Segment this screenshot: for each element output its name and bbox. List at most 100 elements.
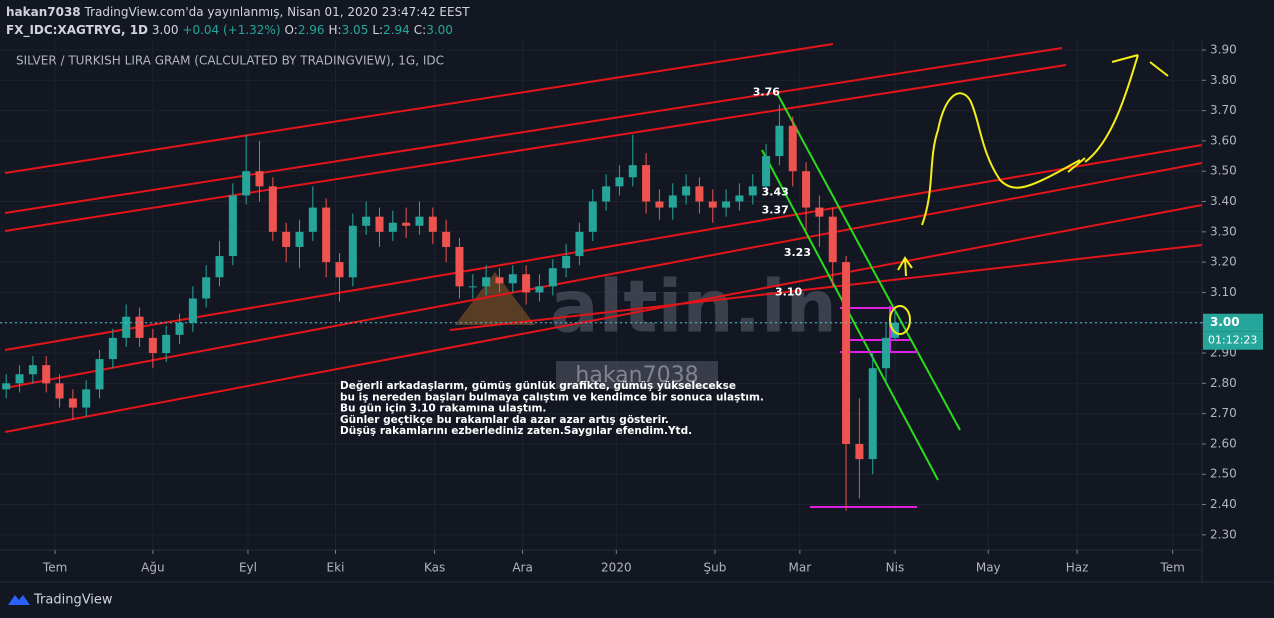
last-price-box — [1203, 313, 1263, 332]
candle-body — [495, 277, 504, 284]
candle-body — [615, 177, 624, 187]
candle-body — [42, 365, 51, 384]
candle-body — [762, 156, 771, 187]
candle-body — [135, 316, 144, 338]
candle-body — [455, 246, 464, 287]
trend-line — [4, 47, 1063, 214]
candle-body — [828, 216, 837, 263]
price-note: 3.76 — [753, 85, 780, 98]
price-note: 3.23 — [784, 246, 811, 259]
x-tick-label: Nis — [886, 561, 905, 575]
trend-line — [4, 64, 1067, 232]
candle-body — [295, 231, 304, 247]
candle-body — [882, 337, 891, 369]
trend-line — [4, 204, 1203, 433]
candle-body — [468, 286, 477, 288]
candle-body — [28, 365, 37, 375]
candle-body — [282, 231, 291, 247]
note-lines: Değerli arkadaşlarım, gümüş günlük grafi… — [340, 380, 764, 437]
trend-line — [4, 144, 1203, 351]
y-tick-label: 3.90 — [1210, 43, 1237, 57]
ohlc-value: 3.05 — [342, 23, 369, 37]
candle-body — [628, 165, 637, 178]
candle-body — [2, 383, 11, 390]
candle-body — [242, 171, 251, 196]
y-tick-label: 3.30 — [1210, 224, 1237, 238]
scribble — [897, 256, 913, 277]
watermark-logo — [455, 272, 535, 325]
candle-body — [695, 186, 704, 202]
candle-body — [122, 316, 131, 338]
y-tick-label: 2.40 — [1210, 497, 1237, 511]
candle-body — [668, 195, 677, 208]
candle-body — [415, 216, 424, 226]
footer: TradingView — [33, 593, 113, 608]
tv-logo — [8, 595, 30, 605]
note-line: bu iş nereden başları bulmaya çalıştım v… — [340, 391, 764, 403]
y-tick-label: 3.70 — [1210, 103, 1237, 117]
candle-body — [215, 256, 224, 278]
x-tick-label: Haz — [1066, 561, 1089, 575]
published: TradingView.com'da yayınlanmış, Nisan 01… — [84, 5, 471, 19]
x-tick-label: Şub — [704, 561, 727, 575]
price-note: 3.43 — [762, 185, 789, 198]
last: 3.00 — [152, 23, 179, 37]
candle-body — [562, 256, 571, 269]
x-tick-label: Ara — [512, 561, 533, 575]
y-tick-label: 3.50 — [1210, 164, 1237, 178]
note-line: Bu gün için 3.10 rakamına ulaştım. — [340, 403, 546, 415]
candle-body — [775, 125, 784, 157]
countdown-box — [1203, 331, 1263, 350]
candle-body — [588, 201, 597, 232]
price-note: 3.10 — [775, 285, 802, 298]
candle-body — [802, 171, 811, 208]
note-line: Düşüş rakamlarını ezberlediniz zaten.Say… — [340, 425, 692, 437]
candle-body — [642, 165, 651, 202]
candle-body — [748, 186, 757, 196]
x-tick-label: Mar — [789, 561, 812, 575]
candle-body — [322, 207, 331, 263]
candle-body — [788, 125, 797, 172]
user: hakan7038 — [6, 5, 81, 19]
ohlc-value: 2.94 — [383, 23, 410, 37]
candle-body — [228, 195, 237, 257]
candle-body — [522, 274, 531, 293]
ohlc: O:2.96 H:3.05 L:2.94 C:3.00 — [285, 23, 453, 37]
candle-body — [148, 337, 157, 354]
x-tick-label: Eyl — [239, 561, 257, 575]
candle-body — [202, 277, 211, 299]
candle-body — [890, 322, 899, 338]
y-tick-label: 3.80 — [1210, 73, 1237, 87]
note-line: Değerli arkadaşlarım, gümüş günlük grafi… — [340, 380, 736, 392]
candle-body — [188, 298, 197, 323]
x-tick-label: Tem — [1159, 561, 1184, 575]
trend-line — [449, 244, 1203, 331]
candle-body — [108, 337, 117, 360]
ohlc-key: O: — [285, 23, 298, 37]
trend-line — [4, 162, 1203, 389]
candle-body — [55, 383, 64, 399]
author-mark: hakan7038 — [575, 363, 698, 388]
last-price-label: 3.00 — [1210, 315, 1240, 329]
candle-body — [255, 171, 264, 187]
ohlc-key: L: — [372, 23, 383, 37]
candle-body — [855, 443, 864, 460]
y-tick-label: 2.30 — [1210, 527, 1237, 541]
author-box — [556, 361, 718, 389]
x-tick-label: May — [976, 561, 1001, 575]
candle-body — [175, 322, 184, 335]
note-line: Günler geçtikçe bu rakamlar da azar azar… — [340, 414, 669, 426]
candle-body — [575, 231, 584, 257]
overlay: 3.76 3.43 3.37 3.23 3.10 — [753, 85, 811, 298]
price-note: 3.37 — [762, 204, 789, 217]
candle-body — [735, 195, 744, 202]
candle-body — [842, 262, 851, 444]
y-tick-label: 3.40 — [1210, 194, 1237, 208]
chart-title: SILVER / TURKISH LIRA GRAM (CALCULATED B… — [16, 54, 444, 68]
candle-body — [682, 186, 691, 196]
candle-body — [375, 216, 384, 232]
candle-body — [402, 222, 411, 226]
candle-body — [348, 225, 357, 278]
y-tick-label: 2.60 — [1210, 436, 1237, 450]
